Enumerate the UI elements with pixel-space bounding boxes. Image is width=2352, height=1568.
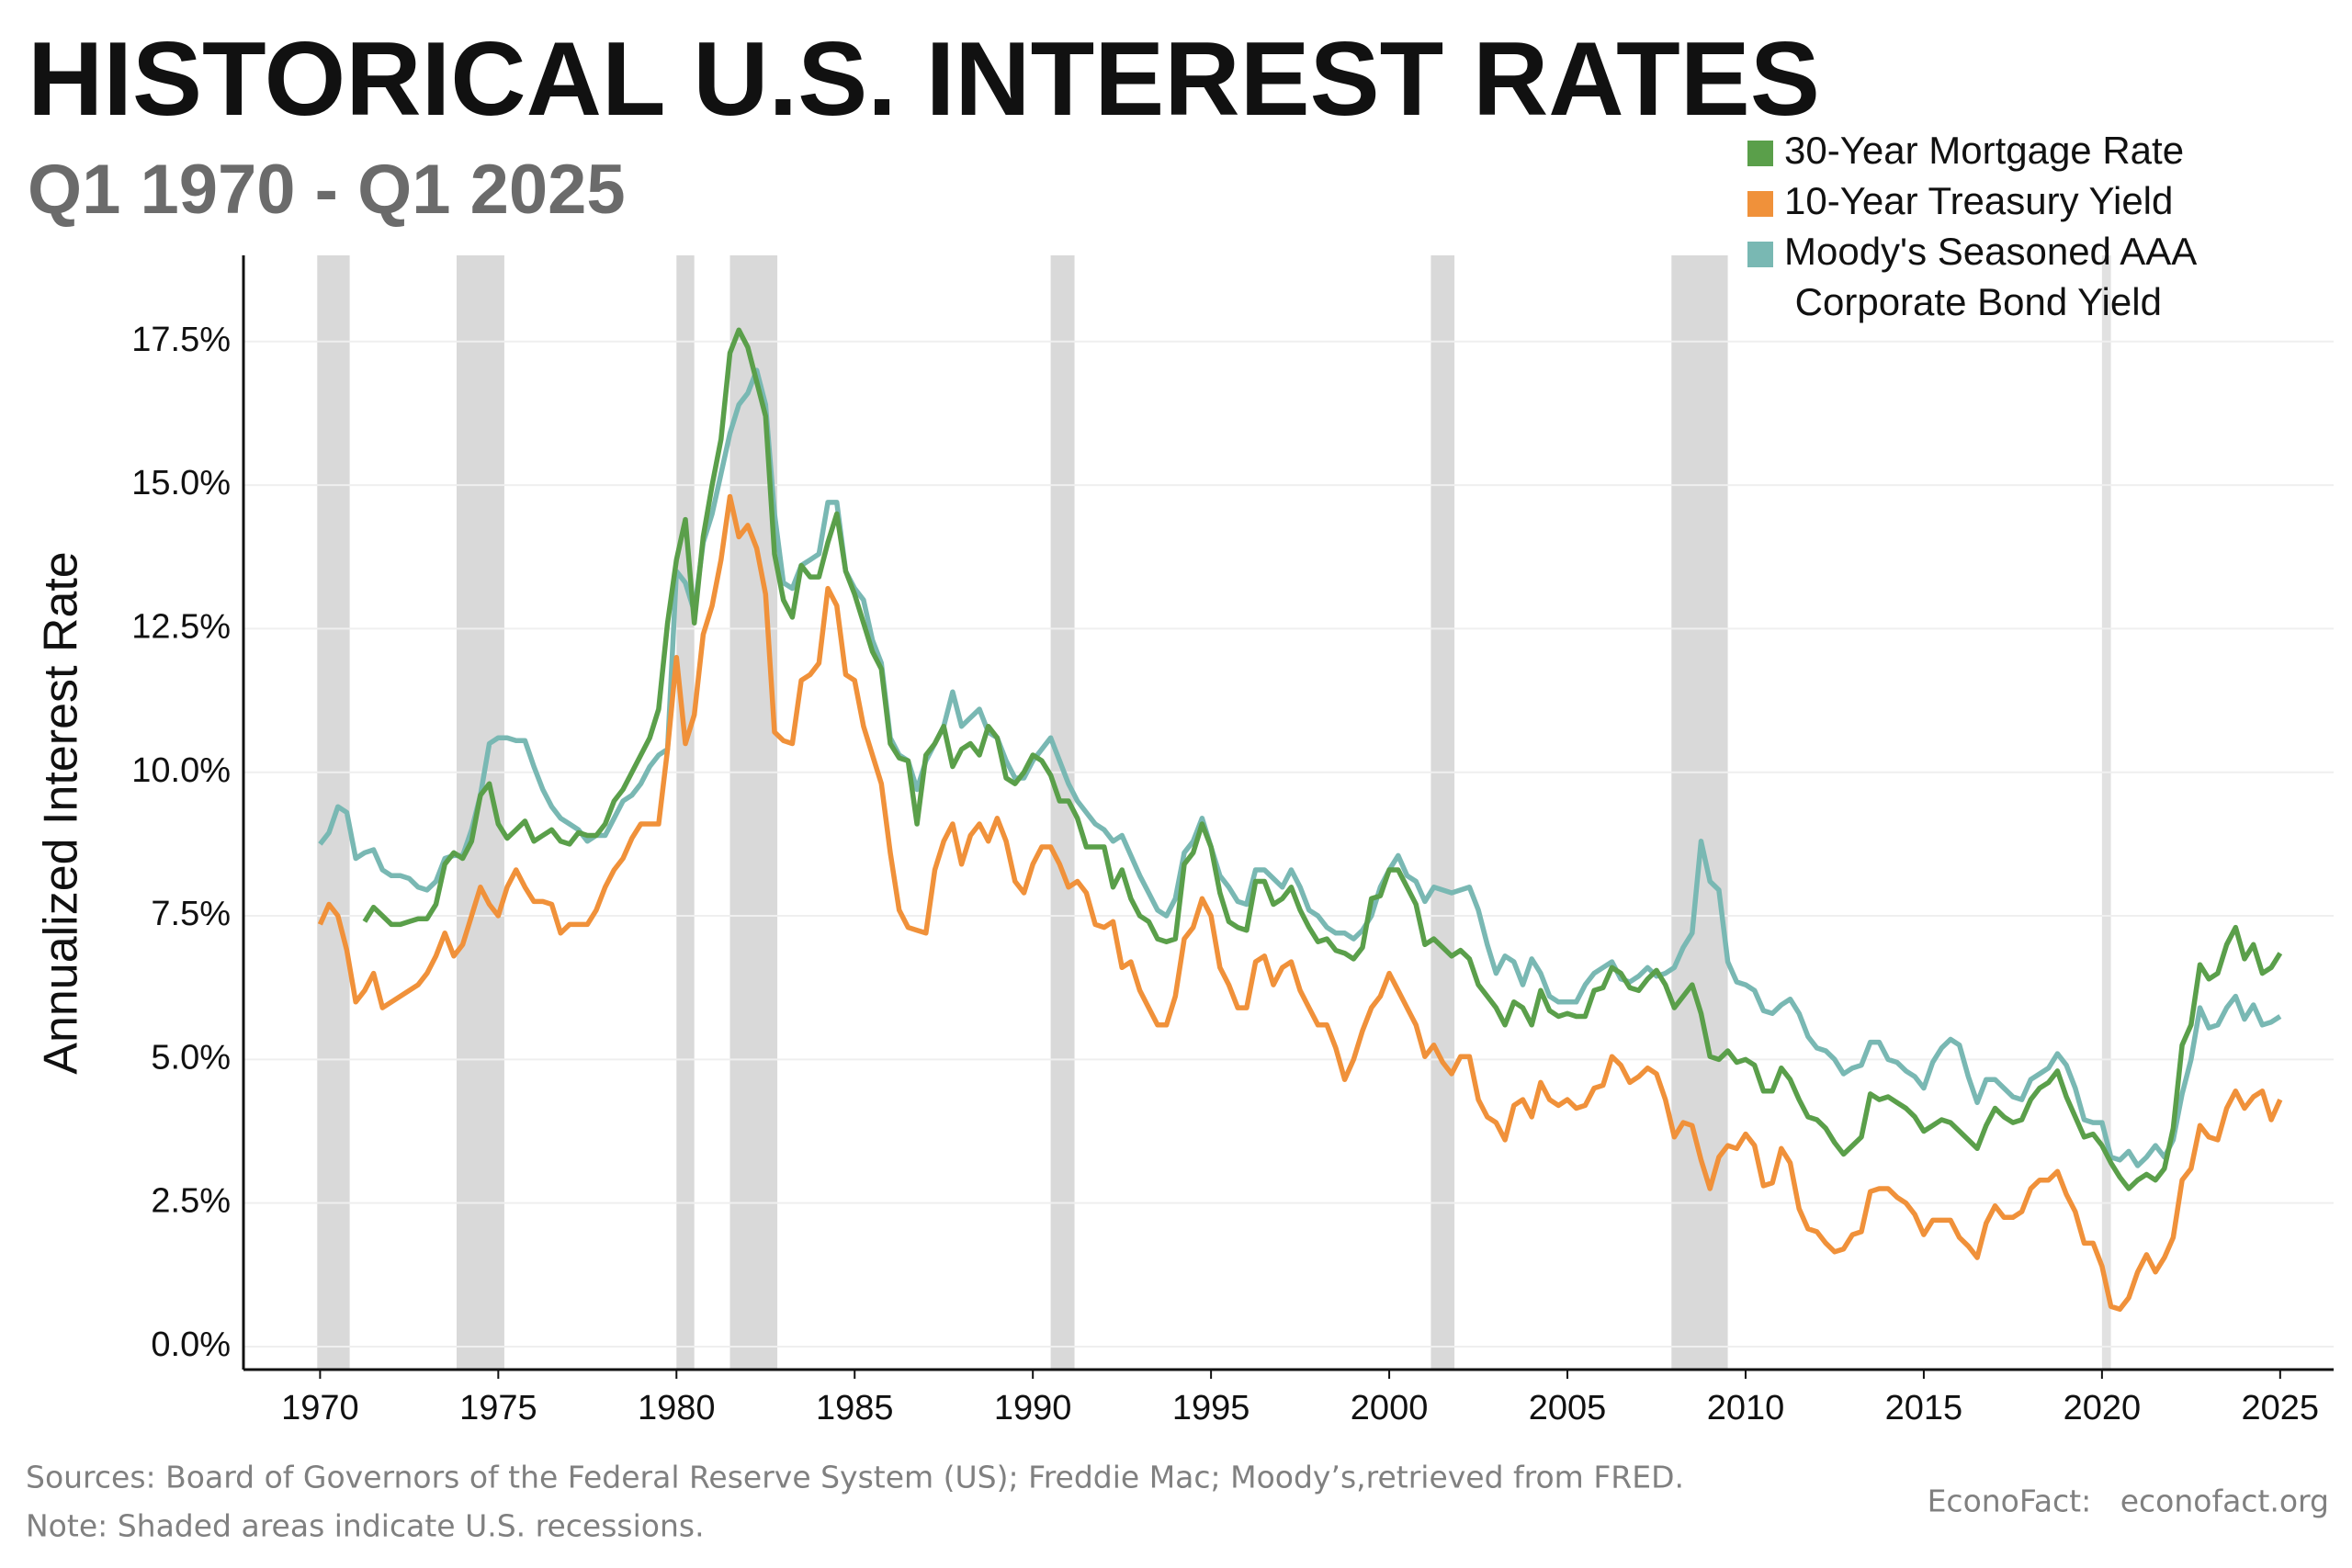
series-line [318,367,2282,1168]
chart-title: HISTORICAL U.S. INTEREST RATES [28,21,1820,138]
y-axis-label: Annualized Interest Rate [35,551,88,1074]
y-tick-label: 7.5% [151,895,231,933]
y-tick-label: 17.5% [131,321,231,359]
credit: EconoFact: econofact.org [1928,1483,2329,1519]
recession-band [2101,255,2111,1370]
x-tick-label: 1975 [459,1389,537,1427]
sources: Sources: Board of Governors of the Feder… [26,1460,1684,1495]
note: Note: Shaded areas indicate U.S. recessi… [26,1508,705,1544]
y-tick-label: 15.0% [131,464,231,502]
x-tick-label: 2010 [1707,1389,1785,1427]
x-tick-label: 2025 [2242,1389,2320,1427]
x-tick-label: 1985 [816,1389,894,1427]
x-tick-label: 2020 [2064,1389,2142,1427]
y-tick-label: 0.0% [151,1325,231,1364]
x-tick-label: 2015 [1885,1389,1963,1427]
recession-band [1671,255,1728,1370]
x-tick-label: 1995 [1172,1389,1250,1427]
legend-label: 30-Year Mortgage Rate [1784,129,2184,172]
x-tick-label: 2000 [1351,1389,1429,1427]
x-tick-label: 1990 [994,1389,1072,1427]
x-tick-label: 1980 [638,1389,716,1427]
series-line [362,327,2283,1191]
y-tick-label: 12.5% [131,607,231,646]
legend-label: 10-Year Treasury Yield [1784,179,2173,222]
x-tick-label: 2005 [1529,1389,1607,1427]
legend-label: Moody's Seasoned AAA Corporate Bond Yiel… [1784,230,2197,323]
y-tick-label: 10.0% [131,751,231,790]
x-tick-label: 1970 [281,1389,359,1427]
legend-swatch [1747,242,1773,267]
series-line [317,493,2283,1313]
chart-subtitle: Q1 1970 - Q1 2025 [28,151,626,229]
legend-swatch [1747,191,1773,217]
recession-band [1430,255,1455,1370]
y-tick-label: 5.0% [151,1038,231,1077]
y-tick-label: 2.5% [151,1182,231,1221]
recession-band [1050,255,1075,1370]
legend-swatch [1747,141,1773,166]
